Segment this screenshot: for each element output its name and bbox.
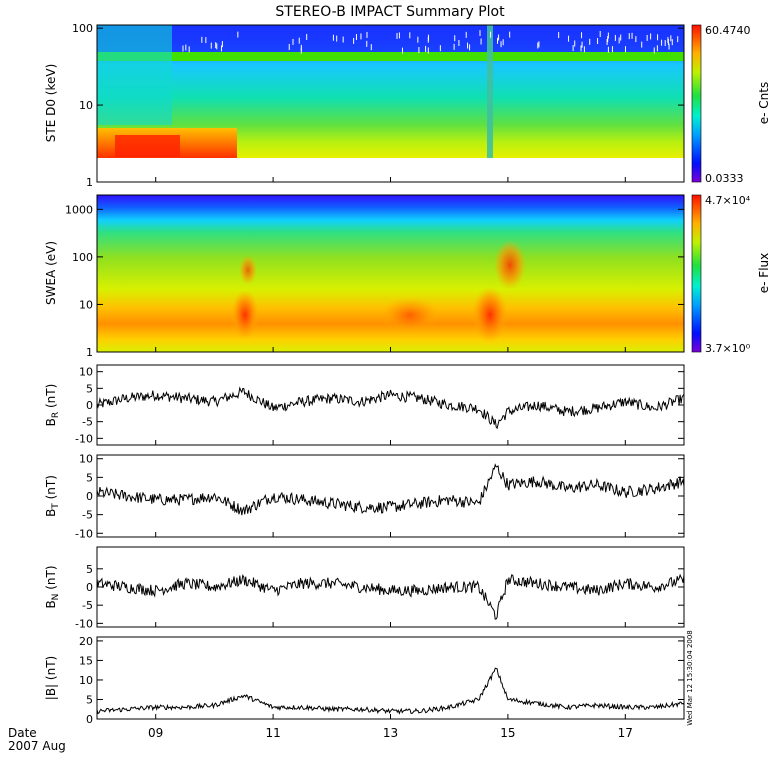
bmag-ytick-label: 10 <box>79 674 93 687</box>
ste-ytick-label: 100 <box>72 22 93 35</box>
br-ytick-label: 10 <box>79 366 93 379</box>
bn-panel-frame <box>96 546 685 628</box>
bn-ytick-label: 5 <box>86 563 93 576</box>
bt-ytick-label: 5 <box>86 471 93 484</box>
br-ytick-label: -5 <box>82 416 93 429</box>
swea-ylabel: SWEA (eV) <box>44 241 58 305</box>
bmag-ytick-label: 15 <box>79 654 93 667</box>
x-tick-label: 13 <box>383 726 398 740</box>
bmag-ytick-label: 5 <box>86 693 93 706</box>
bt-ytick-label: -5 <box>82 509 93 522</box>
br-ytick-label: -10 <box>75 432 93 445</box>
x-tick-label: 11 <box>265 726 280 740</box>
x-tick-label: 09 <box>148 726 163 740</box>
bt-y-axis: -10 -5 0 5 10 <box>75 453 684 540</box>
ste-ytick-label: 1 <box>86 176 93 189</box>
swea-ytick-label: 100 <box>72 251 93 264</box>
swea-blob-aug15 <box>494 240 526 290</box>
ste-colorbar-label: e- Cnts <box>757 82 771 124</box>
bn-y-axis: -10 -5 0 5 <box>75 563 684 630</box>
swea-blob-aug10 <box>231 290 259 340</box>
bmag-series-line <box>96 667 685 715</box>
swea-colorbar-scale <box>691 194 702 353</box>
ste-y-axis: 1 10 100 <box>72 22 684 189</box>
month-label: 2007 Aug <box>8 739 66 753</box>
bmag-y-axis: 0 5 10 15 20 <box>79 635 684 726</box>
bmag-ytick-label: 0 <box>86 713 93 726</box>
bmag-ytick-label: 20 <box>79 635 93 648</box>
ste-panel: 1 10 100 STE D0 (keV) <box>44 22 685 189</box>
ste-heatmap-hot-core <box>115 135 180 157</box>
bn-series-line <box>96 573 685 620</box>
swea-ytick-label: 10 <box>79 298 93 311</box>
bmag-panel-frame <box>96 636 685 720</box>
swea-colorbar-max: 4.7×10⁴ <box>705 194 751 207</box>
ste-heatmap-green-band <box>97 52 684 61</box>
ste-heatmap-shock-stripe <box>487 25 493 158</box>
bt-ylabel: BT (nT) <box>44 475 61 517</box>
ste-colorbar-scale <box>691 24 702 183</box>
timestamp-stamp: Wed Mar 12 15:30:04 2008 <box>686 630 694 726</box>
ste-colorbar-max: 60.4740 <box>705 24 751 37</box>
swea-blob-aug10-upper <box>239 255 257 285</box>
bmag-panel: 0 5 10 15 20 |B| (nT) <box>44 635 685 726</box>
bt-panel: -10 -5 0 5 10 BT (nT) <box>44 453 685 540</box>
plot-title: STEREO-B IMPACT Summary Plot <box>275 4 505 20</box>
bt-ytick-label: -10 <box>75 527 93 540</box>
swea-blob-aug14 <box>472 287 508 343</box>
x-axis: 09 11 13 15 17 <box>148 177 633 740</box>
br-ytick-label: 0 <box>86 399 93 412</box>
date-label: Date <box>8 726 37 740</box>
br-panel-frame <box>96 364 685 446</box>
swea-ytick-label: 1 <box>86 346 93 359</box>
ste-colorbar: 60.4740 0.0333 e- Cnts <box>691 24 771 185</box>
bt-ytick-label: 10 <box>79 453 93 466</box>
swea-colorbar: 4.7×10⁴ 3.7×10⁰ e- Flux <box>691 194 771 355</box>
bn-panel: -10 -5 0 5 BN (nT) <box>44 546 685 630</box>
x-tick-label: 17 <box>618 726 633 740</box>
swea-ytick-label: 1000 <box>65 203 93 216</box>
ste-heatmap-top-band <box>97 25 684 55</box>
ste-ytick-label: 10 <box>79 99 93 112</box>
ste-speckle <box>182 30 679 54</box>
br-series-line <box>96 386 685 430</box>
ste-heatmap-early-cyan <box>97 25 172 125</box>
swea-panel: 1 10 100 1000 SWEA (eV) <box>44 194 685 359</box>
swea-y-axis: 1 10 100 1000 <box>65 203 684 359</box>
swea-blob-aug13 <box>380 297 440 333</box>
ste-ylabel: STE D0 (keV) <box>44 64 58 143</box>
br-ylabel: BR (nT) <box>44 384 61 427</box>
br-ytick-label: 5 <box>86 382 93 395</box>
bmag-ylabel: |B| (nT) <box>44 656 58 700</box>
bn-ytick-label: -5 <box>82 599 93 612</box>
bn-ytick-label: 0 <box>86 581 93 594</box>
swea-colorbar-label: e- Flux <box>757 253 771 293</box>
br-y-axis: -10 -5 0 5 10 <box>75 366 684 445</box>
bt-series-line <box>96 463 685 516</box>
ste-colorbar-min: 0.0333 <box>705 172 744 185</box>
bt-ytick-label: 0 <box>86 490 93 503</box>
br-panel: -10 -5 0 5 10 BR (nT) <box>44 364 685 446</box>
bn-ytick-label: -10 <box>75 617 93 630</box>
x-tick-label: 15 <box>500 726 515 740</box>
bn-ylabel: BN (nT) <box>44 565 61 608</box>
swea-colorbar-min: 3.7×10⁰ <box>705 342 751 355</box>
